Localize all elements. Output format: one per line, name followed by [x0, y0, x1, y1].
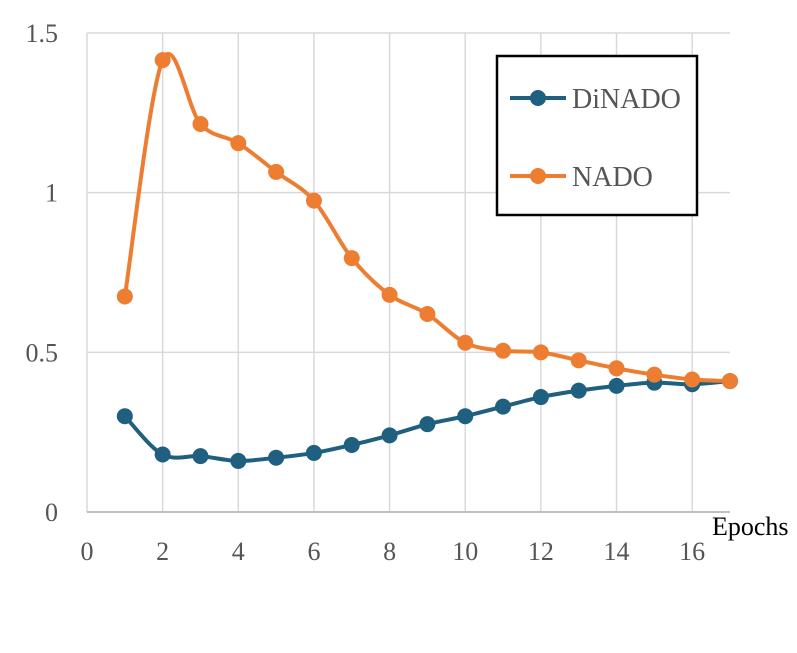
data-point-nado	[116, 288, 133, 305]
data-point-nado	[532, 344, 549, 361]
x-tick-label: 12	[528, 537, 554, 566]
legend-label-dinado: DiNADO	[572, 84, 681, 115]
data-point-dinado	[192, 448, 209, 465]
y-tick-labels: 0 0.5 1 1.5	[26, 19, 59, 527]
x-tick-label: 10	[452, 537, 478, 566]
data-point-dinado	[495, 398, 512, 415]
data-point-nado	[570, 352, 587, 369]
data-point-nado	[305, 192, 322, 209]
series-nado	[116, 51, 738, 390]
data-point-nado	[230, 135, 247, 152]
legend-box	[495, 54, 699, 217]
legend-label-nado: NADO	[572, 162, 653, 193]
data-point-dinado	[532, 389, 549, 406]
data-point-dinado	[230, 452, 247, 469]
data-point-nado	[646, 366, 663, 383]
data-point-nado	[419, 306, 436, 323]
x-tick-label: 8	[383, 537, 396, 566]
y-tick-label: 1	[45, 179, 58, 208]
y-tick-label: 0	[45, 498, 58, 527]
data-point-dinado	[268, 449, 285, 466]
legend: DiNADO NADO	[495, 54, 699, 217]
x-tick-label: 6	[307, 537, 320, 566]
data-point-dinado	[116, 408, 133, 425]
x-tick-label: 2	[156, 537, 169, 566]
data-point-dinado	[608, 377, 625, 394]
data-point-nado	[457, 334, 474, 351]
data-point-nado	[684, 371, 701, 388]
data-point-nado	[381, 286, 398, 303]
data-point-nado	[154, 52, 171, 69]
data-point-dinado	[457, 408, 474, 425]
data-point-dinado	[154, 446, 171, 463]
data-point-nado	[268, 163, 285, 180]
data-point-dinado	[343, 436, 360, 453]
series-dinado	[116, 373, 738, 469]
data-point-dinado	[381, 427, 398, 444]
data-point-dinado	[305, 444, 322, 461]
x-axis-title: Epochs	[712, 512, 789, 541]
data-point-nado	[722, 373, 738, 390]
data-point-nado	[608, 360, 625, 377]
y-tick-label: 0.5	[26, 338, 59, 367]
data-point-dinado	[419, 416, 436, 433]
x-tick-labels: 0 2 4 6 8 10 12 14 16	[81, 537, 706, 566]
legend-marker-nado	[530, 168, 546, 184]
x-tick-label: 0	[81, 537, 94, 566]
series-layer	[116, 51, 738, 469]
x-tick-label: 16	[679, 537, 705, 566]
x-tick-label: 4	[232, 537, 245, 566]
x-tick-label: 14	[604, 537, 630, 566]
legend-marker-dinado	[530, 90, 546, 106]
data-point-dinado	[570, 382, 587, 399]
data-point-nado	[495, 342, 512, 359]
data-point-nado	[192, 116, 209, 133]
data-point-nado	[343, 250, 360, 267]
y-tick-label: 1.5	[26, 19, 59, 48]
